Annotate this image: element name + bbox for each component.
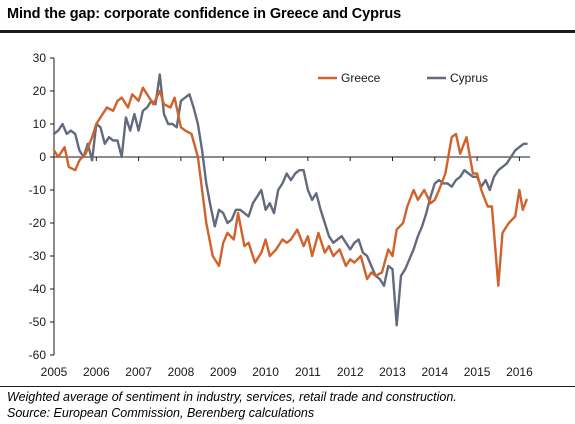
x-axis: 2005 2006 2007 2008 2009 2010 2011 2012 2013 2014… bbox=[41, 156, 533, 379]
x-tick-label: 2005 bbox=[41, 365, 68, 379]
title-rule bbox=[0, 30, 575, 33]
y-tick-label: 20 bbox=[33, 84, 47, 98]
series-lines bbox=[52, 73, 528, 327]
chart-title: Mind the gap: corporate confidence in Gr… bbox=[7, 6, 402, 22]
x-tick-label: 2010 bbox=[252, 365, 279, 379]
y-axis: 30 20 10 0 -10 -20 -30 -40 -50 -60 bbox=[29, 51, 55, 362]
y-tick-label: -30 bbox=[29, 249, 47, 263]
x-tick-label: 2009 bbox=[210, 365, 237, 379]
cyprus-line bbox=[52, 73, 528, 327]
y-tick-label: 30 bbox=[33, 51, 47, 65]
y-tick-label: -60 bbox=[29, 348, 47, 362]
y-tick-label: -40 bbox=[29, 282, 47, 296]
legend: Greece Cyprus bbox=[318, 71, 488, 85]
x-tick-label: 2013 bbox=[379, 365, 406, 379]
x-tick-label: 2016 bbox=[506, 365, 533, 379]
y-tick-label: -50 bbox=[29, 315, 47, 329]
x-tick-label: 2006 bbox=[83, 365, 110, 379]
x-tick-label: 2014 bbox=[421, 365, 448, 379]
source-note: Source: European Commission, Berenberg c… bbox=[7, 406, 315, 420]
footnote: Weighted average of sentiment in industr… bbox=[7, 390, 457, 404]
x-tick-label: 2012 bbox=[337, 365, 364, 379]
x-tick-label: 2015 bbox=[464, 365, 491, 379]
x-tick-label: 2008 bbox=[168, 365, 195, 379]
y-tick-label: 0 bbox=[39, 150, 46, 164]
legend-label-greece: Greece bbox=[341, 71, 381, 85]
x-tick-label: 2011 bbox=[295, 365, 321, 379]
legend-label-cyprus: Cyprus bbox=[450, 71, 488, 85]
y-tick-label: -10 bbox=[29, 183, 47, 197]
x-tick-label: 2007 bbox=[125, 365, 152, 379]
greece-line bbox=[52, 86, 528, 287]
footer-rule bbox=[0, 386, 575, 387]
y-tick-label: 10 bbox=[33, 117, 47, 131]
y-tick-label: -20 bbox=[29, 216, 47, 230]
